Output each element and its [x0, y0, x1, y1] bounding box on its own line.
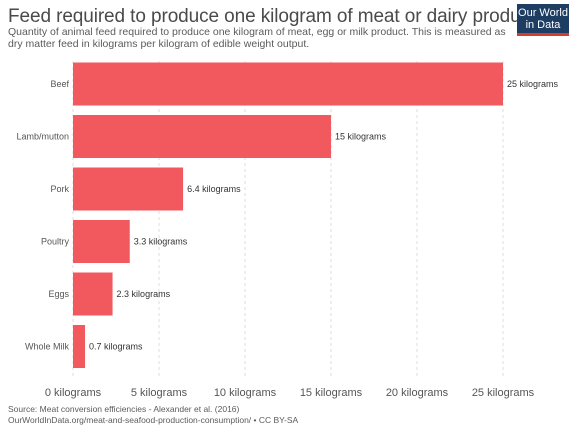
chart-title: Feed required to produce one kilogram of… — [8, 6, 536, 27]
bar[interactable] — [73, 220, 130, 263]
chart-footer: Source: Meat conversion efficiencies - A… — [8, 404, 298, 426]
value-label: 0.7 kilograms — [89, 342, 143, 352]
bar[interactable] — [73, 62, 503, 106]
value-label: 3.3 kilograms — [134, 237, 188, 247]
x-tick-label: 10 kilograms — [214, 387, 277, 399]
category-label: Pork — [50, 184, 69, 194]
logo-accent-bar — [517, 33, 569, 36]
x-tick-label: 20 kilograms — [386, 387, 449, 399]
value-label: 25 kilograms — [507, 79, 559, 89]
chart-subtitle: Quantity of animal feed required to prod… — [8, 26, 506, 50]
category-label: Whole Milk — [25, 342, 70, 352]
bar[interactable] — [73, 272, 113, 316]
category-label: Eggs — [48, 289, 69, 299]
category-label: Lamb/mutton — [16, 132, 69, 142]
owid-logo[interactable]: Our World in Data — [517, 4, 569, 36]
category-label: Beef — [50, 79, 69, 89]
x-tick-label: 25 kilograms — [472, 387, 535, 399]
value-label: 6.4 kilograms — [187, 184, 241, 194]
category-label: Poultry — [41, 237, 70, 247]
value-label: 15 kilograms — [335, 132, 387, 142]
x-tick-label: 5 kilograms — [131, 387, 188, 399]
x-tick-label: 0 kilograms — [45, 387, 102, 399]
bar[interactable] — [73, 325, 86, 368]
x-tick-label: 15 kilograms — [300, 387, 363, 399]
value-label: 2.3 kilograms — [117, 289, 171, 299]
source-note: Source: Meat conversion efficiencies - A… — [8, 404, 240, 414]
bar[interactable] — [73, 167, 184, 211]
logo-line-2: in Data — [525, 19, 561, 31]
bar[interactable] — [73, 115, 331, 158]
logo-line-1: Our World — [518, 7, 568, 19]
source-url[interactable]: OurWorldInData.org/meat-and-seafood-prod… — [8, 415, 299, 425]
